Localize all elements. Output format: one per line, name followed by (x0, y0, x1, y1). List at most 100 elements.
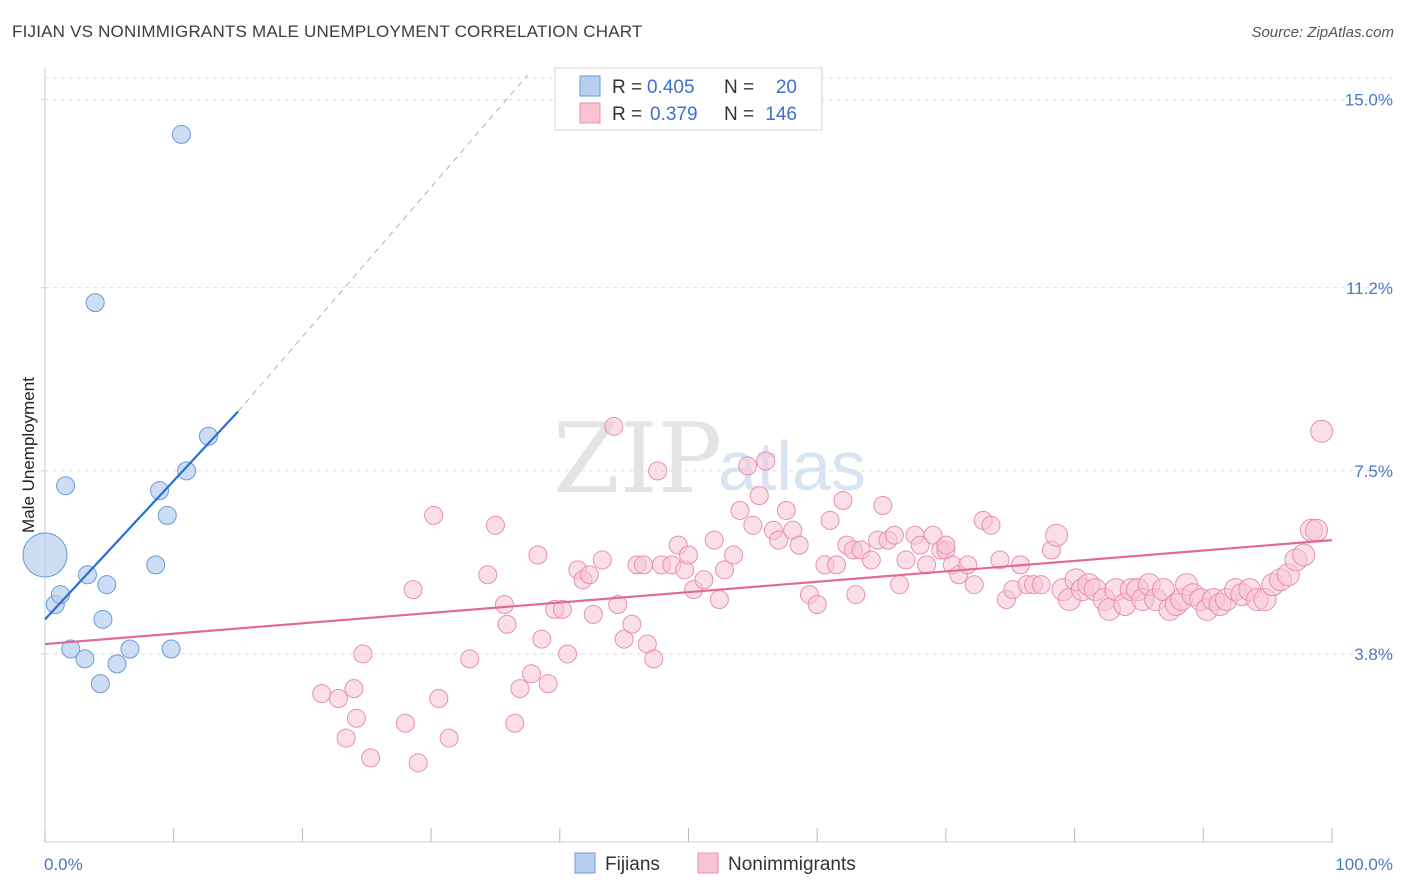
nonimmigrants-point (679, 545, 698, 565)
correlation-legend: R = 0.405 N = 20 R = 0.379 N = 146 (554, 67, 823, 131)
nonimmigrants-point (583, 604, 603, 624)
nonimmigrants-point (552, 599, 572, 619)
fijians-point (75, 649, 95, 669)
fijians-point (146, 555, 166, 575)
nonimmigrants-point (715, 560, 735, 580)
nonimmigrants-point (439, 728, 459, 748)
nonimmigrants-point (807, 594, 827, 614)
nonimmigrants-point (558, 644, 578, 664)
nonimmigrants-point (429, 688, 449, 708)
nonimmigrants-point (614, 629, 634, 649)
nonimmigrants-point (579, 565, 599, 585)
y-tick-label: 7.5% (1354, 462, 1393, 481)
fijians-point (107, 654, 127, 674)
fijians-point (157, 505, 177, 525)
legend-r-value-2: 0.379 (650, 104, 698, 125)
nonimmigrants-point (505, 713, 525, 733)
nonimmigrants-point (460, 649, 480, 669)
nonimmigrants-point (694, 570, 714, 590)
legend-n-label-1: N = (724, 77, 754, 98)
nonimmigrants-point (403, 580, 423, 600)
x-tick-label-min: 0.0% (44, 855, 83, 874)
nonimmigrants-point (1310, 419, 1334, 443)
nonimmigrants-point (532, 629, 552, 649)
nonimmigrants-point (738, 456, 758, 476)
nonimmigrants-point (604, 416, 624, 436)
chart-title: FIJIAN VS NONIMMIGRANTS MALE UNEMPLOYMEN… (12, 22, 643, 41)
y-tick-labels: 3.8% 7.5% 11.2% 15.0% (1345, 91, 1393, 664)
y-axis-label: Male Unemployment (19, 377, 38, 533)
nonimmigrants-point (592, 550, 612, 570)
nonimmigrants-point (312, 684, 332, 704)
fijians-point (90, 674, 110, 694)
nonimmigrants-point (648, 461, 668, 481)
y-tick-label: 3.8% (1354, 645, 1393, 664)
fijians-point (161, 639, 181, 659)
nonimmigrants-point (964, 575, 984, 595)
nonimmigrants-point (917, 555, 937, 575)
nonimmigrants-point (644, 649, 664, 669)
nonimmigrants-point (1305, 518, 1329, 542)
y-tick-label: 15.0% (1345, 91, 1393, 110)
nonimmigrants-point (769, 530, 789, 550)
series-legend-swatch-fijians (574, 852, 596, 874)
nonimmigrants-point (478, 565, 498, 585)
legend-r-label-1: R = (612, 77, 642, 98)
nonimmigrants-point (497, 614, 517, 634)
nonimmigrants-point (833, 491, 853, 511)
series-legend-swatch-nonimmigrants (697, 852, 719, 874)
legend-r-value-1: 0.405 (647, 77, 695, 98)
nonimmigrants-point (730, 500, 750, 520)
nonimmigrants-point (873, 496, 893, 516)
nonimmigrants-trend-line (44, 539, 1333, 646)
nonimmigrants-point (353, 644, 373, 664)
fijians-points (22, 124, 218, 694)
nonimmigrants-point (328, 688, 348, 708)
fijians-point (22, 532, 68, 578)
legend-r-label-2: R = (612, 104, 642, 125)
fijians-trend-extension (237, 74, 529, 412)
fijians-point (150, 481, 170, 501)
trend-lines (44, 74, 1333, 646)
legend-n-label-2: N = (724, 104, 754, 125)
fijians-point (120, 639, 140, 659)
y-tick-label: 11.2% (1346, 279, 1393, 298)
fijians-trend-line (44, 410, 239, 621)
nonimmigrants-point (608, 594, 628, 614)
nonimmigrants-point (789, 535, 809, 555)
nonimmigrants-point (1045, 523, 1069, 547)
nonimmigrants-point (896, 550, 916, 570)
nonimmigrants-point (346, 708, 366, 728)
nonimmigrants-point (749, 486, 769, 506)
fijians-point (56, 476, 76, 496)
x-tick-marks (44, 828, 1333, 842)
nonimmigrants-point (510, 679, 530, 699)
series-legend-nonimmigrants: Nonimmigrants (728, 854, 856, 875)
nonimmigrants-point (424, 505, 444, 525)
nonimmigrants-point (936, 535, 956, 555)
nonimmigrants-point (344, 679, 364, 699)
nonimmigrants-point (958, 555, 978, 575)
nonimmigrants-point (776, 500, 796, 520)
fijians-point (61, 639, 81, 659)
nonimmigrants-point (884, 525, 904, 545)
nonimmigrants-point (827, 555, 847, 575)
nonimmigrants-point (704, 530, 724, 550)
nonimmigrants-point (990, 550, 1010, 570)
nonimmigrants-point (1031, 575, 1051, 595)
nonimmigrants-point (923, 525, 943, 545)
nonimmigrants-point (910, 535, 930, 555)
nonimmigrants-point (861, 550, 881, 570)
legend-n-value-2: 146 (765, 104, 797, 125)
nonimmigrants-point (709, 590, 729, 610)
legend-swatch-nonimmigrants (579, 102, 601, 124)
nonimmigrants-point (633, 555, 653, 575)
series-legend-fijians: Fijians (605, 854, 660, 875)
nonimmigrants-point (756, 451, 776, 471)
fijians-point (85, 293, 105, 313)
series-legend: Fijians Nonimmigrants (574, 852, 856, 875)
nonimmigrants-point (981, 515, 1001, 535)
nonimmigrants-point (336, 728, 356, 748)
nonimmigrants-point (528, 545, 548, 565)
